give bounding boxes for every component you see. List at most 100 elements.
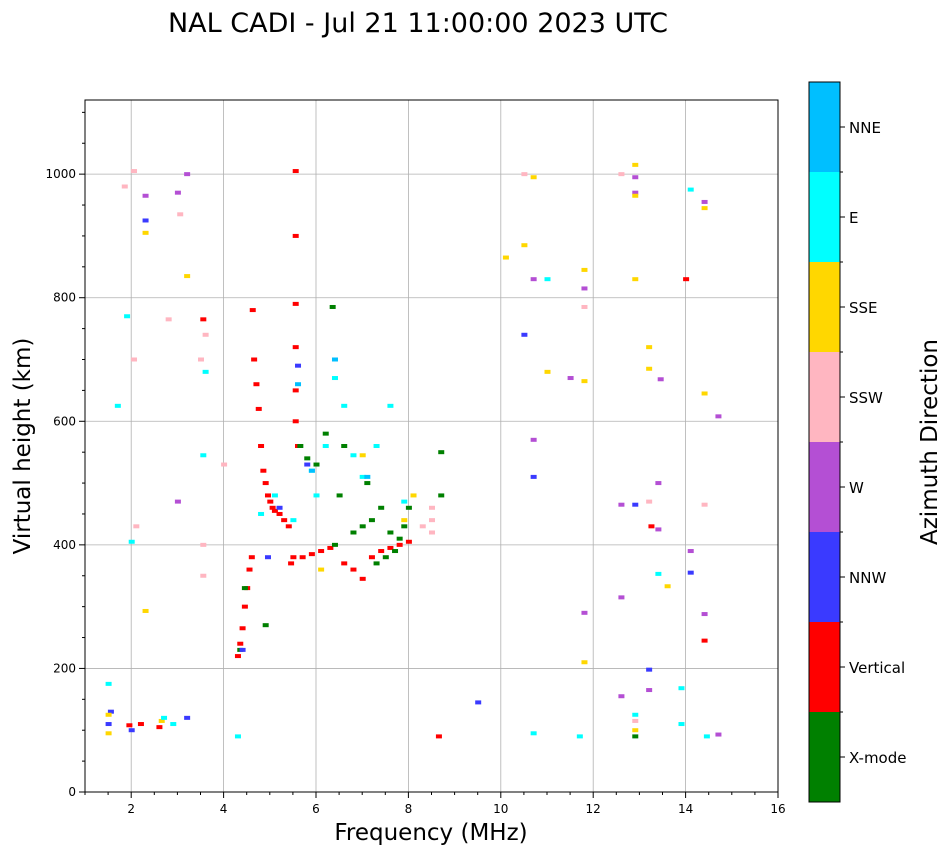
data-point: [121, 184, 128, 189]
data-point: [241, 586, 248, 591]
data-point: [239, 647, 246, 652]
data-point: [313, 493, 320, 498]
data-point: [502, 255, 509, 260]
data-point: [618, 595, 625, 600]
data-point: [687, 549, 694, 554]
colorbar-label: Azimuth Direction: [917, 339, 943, 545]
data-point: [331, 357, 338, 362]
data-point: [276, 505, 283, 510]
data-point: [632, 712, 639, 717]
data-point: [435, 734, 442, 739]
y-axis-ticks: 0 200 400 600 800 1000: [45, 111, 85, 799]
data-point: [158, 718, 165, 723]
data-point: [378, 549, 385, 554]
data-point: [271, 493, 278, 498]
data-point: [295, 363, 302, 368]
data-point: [142, 193, 149, 198]
data-point: [618, 502, 625, 507]
data-point: [581, 610, 588, 615]
colorbar-frame: [808, 81, 841, 803]
data-point: [262, 623, 269, 628]
data-point: [264, 555, 271, 560]
data-point: [251, 357, 258, 362]
x-tick-label: 16: [770, 802, 785, 816]
data-point: [530, 474, 537, 479]
colorbar-tick-label: SSW: [849, 389, 883, 407]
colorbar-tick-label: W: [849, 479, 864, 497]
data-point: [429, 518, 435, 523]
data-point: [308, 468, 315, 473]
colorbar-segment: [809, 82, 840, 172]
data-point: [715, 414, 722, 419]
data-point: [126, 723, 133, 728]
data-point: [364, 474, 371, 479]
data-point: [396, 542, 403, 547]
data-point: [657, 377, 664, 382]
data-point: [327, 545, 334, 550]
colorbar-segment: [809, 622, 840, 712]
colorbar-tick-label: NNE: [849, 119, 881, 137]
data-point: [618, 172, 625, 177]
data-point: [241, 604, 248, 609]
y-tick-label: 0: [68, 785, 76, 799]
data-point: [200, 573, 207, 578]
data-point: [336, 493, 343, 498]
data-point: [438, 493, 445, 498]
colorbar-tick-label: Vertical: [849, 659, 905, 677]
data-point: [170, 722, 177, 727]
data-point: [281, 518, 288, 523]
data-point: [530, 175, 537, 180]
data-point: [429, 505, 435, 510]
data-point: [664, 584, 671, 589]
data-point: [387, 545, 394, 550]
colorbar-tick-label: E: [849, 209, 858, 227]
data-point: [701, 502, 708, 507]
data-point: [648, 524, 655, 529]
data-point: [701, 638, 708, 643]
data-point: [258, 444, 265, 448]
x-tick-label: 10: [493, 802, 508, 816]
data-point: [253, 382, 260, 387]
data-point: [267, 499, 274, 504]
data-point: [329, 304, 336, 309]
data-point: [137, 722, 144, 727]
data-point: [701, 612, 708, 617]
series-vertical: [126, 169, 708, 739]
y-tick-label: 200: [53, 661, 76, 675]
colorbar-segment: [809, 262, 840, 352]
data-point: [202, 332, 209, 337]
y-axis-label: Virtual height (km): [10, 338, 36, 555]
data-point: [295, 382, 302, 387]
data-point: [292, 169, 299, 174]
data-point: [297, 444, 304, 448]
data-point: [124, 314, 131, 319]
data-point: [687, 187, 694, 192]
data-point: [198, 357, 204, 362]
data-point: [405, 539, 412, 544]
plot-frame: [84, 99, 779, 793]
chart-title: NAL CADI - Jul 21 11:00:00 2023 UTC: [168, 8, 668, 39]
data-point: [341, 403, 348, 408]
data-point: [174, 499, 181, 504]
data-point: [131, 357, 138, 362]
series-sse: [105, 162, 708, 736]
data-point: [368, 555, 375, 560]
data-point: [331, 542, 338, 547]
x-tick-label: 2: [127, 802, 135, 816]
data-point: [429, 530, 435, 535]
data-point: [646, 499, 653, 504]
data-point: [350, 567, 357, 572]
data-point: [646, 366, 653, 371]
data-point: [530, 731, 537, 736]
data-point: [581, 286, 588, 291]
x-tick-label: 14: [678, 802, 693, 816]
data-point: [683, 277, 690, 282]
data-point: [475, 700, 482, 705]
data-point: [304, 456, 311, 461]
data-point: [105, 712, 112, 717]
data-point: [105, 681, 112, 686]
series-x-mode: [237, 304, 639, 739]
y-tick-label: 400: [53, 538, 76, 552]
data-point: [276, 511, 283, 516]
data-point: [255, 406, 262, 411]
